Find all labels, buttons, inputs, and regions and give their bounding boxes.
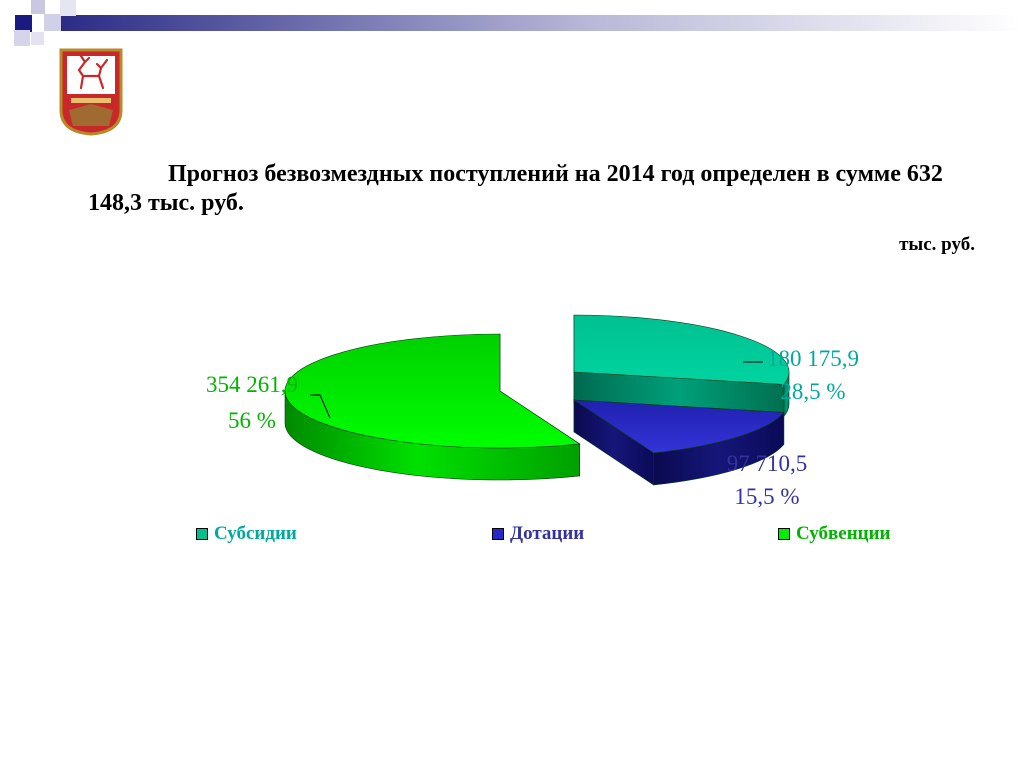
leader-line — [310, 394, 331, 419]
legend-label: Субсидии — [214, 523, 297, 544]
pie-slice-дотации — [572, 399, 785, 486]
unit-label: тыс. руб. — [899, 234, 975, 255]
legend-label: Дотации — [510, 523, 585, 544]
legend-swatch — [778, 528, 790, 540]
data-label-percent: 15,5 % — [734, 484, 799, 509]
legend-swatch — [492, 528, 504, 540]
pie-slice-субвенции — [284, 333, 581, 481]
pie-slice-top — [284, 333, 581, 449]
legend-swatch — [196, 528, 208, 540]
slide-title: Прогноз безвозмездных поступлений на 201… — [88, 160, 978, 218]
slide-title-text: Прогноз безвозмездных поступлений на 201… — [88, 161, 943, 216]
pie-slice-top — [572, 399, 785, 454]
pie-slice-top — [573, 314, 790, 385]
data-label-percent: 56 % — [228, 408, 276, 433]
data-label-value: 180 175,9 — [767, 346, 859, 371]
legend-label: Субвенции — [796, 523, 891, 544]
pie-data-labels: 180 175,9 28,5 % 97 710,5 15,5 % 354 261,9 56… — [206, 346, 859, 509]
data-label-value: 354 261,9 — [206, 372, 298, 397]
legend-item: Субвенции — [778, 522, 890, 546]
legend-item: Дотации — [492, 522, 584, 546]
pie-slices — [284, 314, 790, 486]
legend-item: Субсидии — [196, 522, 297, 546]
pie-slice-субсидии — [573, 314, 790, 418]
header-decoration — [0, 0, 1023, 46]
data-label-percent: 28,5 % — [780, 379, 845, 404]
coat-of-arms-icon — [59, 48, 123, 136]
data-label-value: 97 710,5 — [727, 451, 808, 476]
